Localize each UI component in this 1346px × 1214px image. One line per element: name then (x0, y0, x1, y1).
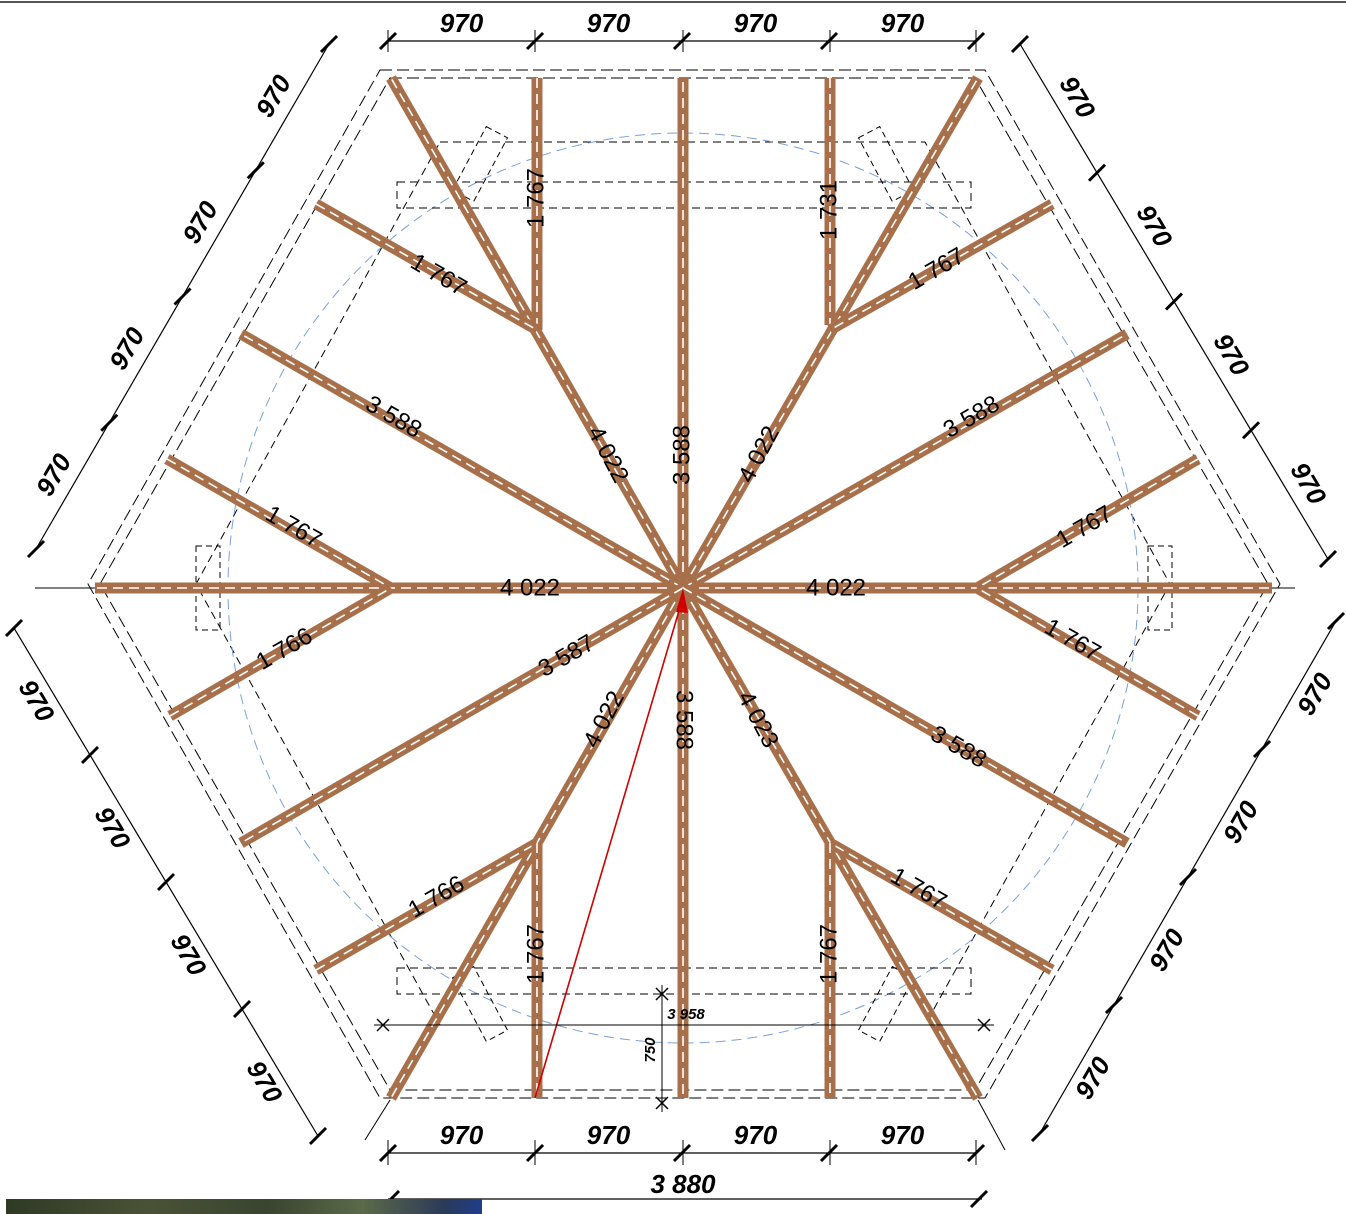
rafter-left-lower-long (238, 583, 686, 848)
segment-dimension-label: 970 (587, 8, 631, 38)
hexagon-outer-outline (87, 69, 1281, 1099)
red-arrowhead (676, 588, 688, 613)
rafter-length-label: 3 588 (926, 720, 992, 773)
segment-dimension-label: 970 (1291, 667, 1339, 720)
overall-width-label: 3 880 (650, 1169, 716, 1199)
segment-dimension-label: 970 (587, 1120, 631, 1150)
segment-dimension-label: 970 (13, 674, 61, 727)
segment-dimension-label: 970 (89, 801, 137, 854)
rafter-length-label: 4 022 (806, 574, 866, 601)
segment-dimension-label: 970 (1130, 199, 1178, 252)
upper-left-dimension-chain: 970 970 970 970 (26, 34, 339, 559)
segment-dimension-label: 970 (165, 928, 213, 981)
offset-label: 750 (642, 1037, 659, 1063)
rafter-length-label: 1 767 (1052, 500, 1118, 553)
inner-width-label: 3 958 (667, 1006, 705, 1023)
segment-dimension-label: 970 (1053, 71, 1101, 124)
rafter-length-label: 3 588 (671, 690, 698, 750)
overall-width-dimension: 3 880 (381, 1169, 989, 1209)
rafter-length-label: 1 767 (261, 500, 327, 553)
jack-left-lower (167, 583, 394, 721)
segment-dimension-label: 970 (241, 1055, 289, 1108)
segment-dimension-label: 970 (881, 1120, 925, 1150)
rafter-length-label: 1 767 (1040, 613, 1106, 666)
segment-dimension-label: 970 (881, 8, 925, 38)
post-block (857, 125, 915, 203)
rafter-length-label: 3 588 (361, 390, 427, 443)
photo-thumbnail (6, 1199, 482, 1214)
rafter-length-label: 4 022 (578, 687, 630, 753)
jack-bottom-right-slanted (827, 838, 1055, 975)
extension-line (977, 1099, 1006, 1151)
segment-dimension-label: 970 (1207, 328, 1255, 381)
rafter-length-label: 4 023 (732, 687, 784, 753)
rafter-length-label: 4 022 (733, 422, 785, 488)
jack-bottom-left-slanted (313, 838, 540, 975)
upper-right-dimension-chain: 970 970 970 970 (1010, 34, 1338, 569)
segment-dimension-label: 970 (1284, 457, 1332, 510)
jack-top-right-slanted (827, 199, 1055, 335)
segment-dimension-label: 970 (440, 8, 484, 38)
extension-line (364, 1099, 391, 1141)
rafter-length-label: 3 587 (534, 629, 600, 682)
rafter-length-label: 4 022 (582, 422, 634, 488)
rafter-length-label: 1 766 (252, 622, 318, 675)
rafters (95, 75, 1272, 1101)
segment-dimension-label: 970 (30, 448, 78, 501)
rafter-right-lower-long (680, 583, 1130, 848)
rafter-length-label: 1 731 (815, 180, 842, 240)
rafter-left-upper-long (238, 329, 686, 593)
segment-dimension-label: 970 (103, 322, 151, 375)
rafter-length-label: 1 767 (904, 242, 970, 295)
rafter-upper-left-diag (386, 75, 688, 591)
red-arrow-line (534, 603, 682, 1099)
segment-dimension-label: 970 (734, 8, 778, 38)
jack-right-lower (974, 583, 1201, 721)
rafter-length-label: 4 022 (500, 574, 560, 601)
rafter-upper-right-diag (678, 75, 983, 591)
segment-dimension-label: 970 (1217, 795, 1265, 848)
lower-right-dimension-chain: 970 970 970 970 (1030, 611, 1346, 1143)
rafter-right-upper-long (680, 329, 1130, 593)
segment-dimension-label: 970 (1143, 923, 1191, 976)
segment-dimension-label: 970 (1069, 1051, 1117, 1104)
offset-dimension: 750 (642, 985, 669, 1112)
jack-right-upper (974, 454, 1201, 593)
segment-dimension-label: 970 (176, 196, 224, 249)
rafter-length-label: 1 767 (886, 862, 952, 915)
rafter-length-label: 1 766 (404, 870, 470, 923)
top-dimension-chain: 970 970 970 970 (378, 8, 986, 51)
segment-dimension-label: 970 (249, 69, 297, 122)
segment-dimension-label: 970 (440, 1120, 484, 1150)
segment-dimension-label: 970 (734, 1120, 778, 1150)
inner-width-dimension: 3 958 (374, 1006, 994, 1032)
rafter-length-label: 1 767 (522, 924, 549, 984)
jack-top-left-slanted (313, 199, 540, 335)
jack-left-upper (164, 454, 394, 593)
rafter-length-label: 3 588 (939, 390, 1005, 443)
rafter-length-label: 1 767 (522, 168, 549, 228)
rafter-length-label: 1 767 (815, 924, 842, 984)
rafter-length-label: 3 588 (668, 425, 695, 485)
bottom-dimension-chain: 970 970 970 970 (378, 1120, 986, 1163)
rafter-length-label: 1 767 (406, 248, 472, 301)
